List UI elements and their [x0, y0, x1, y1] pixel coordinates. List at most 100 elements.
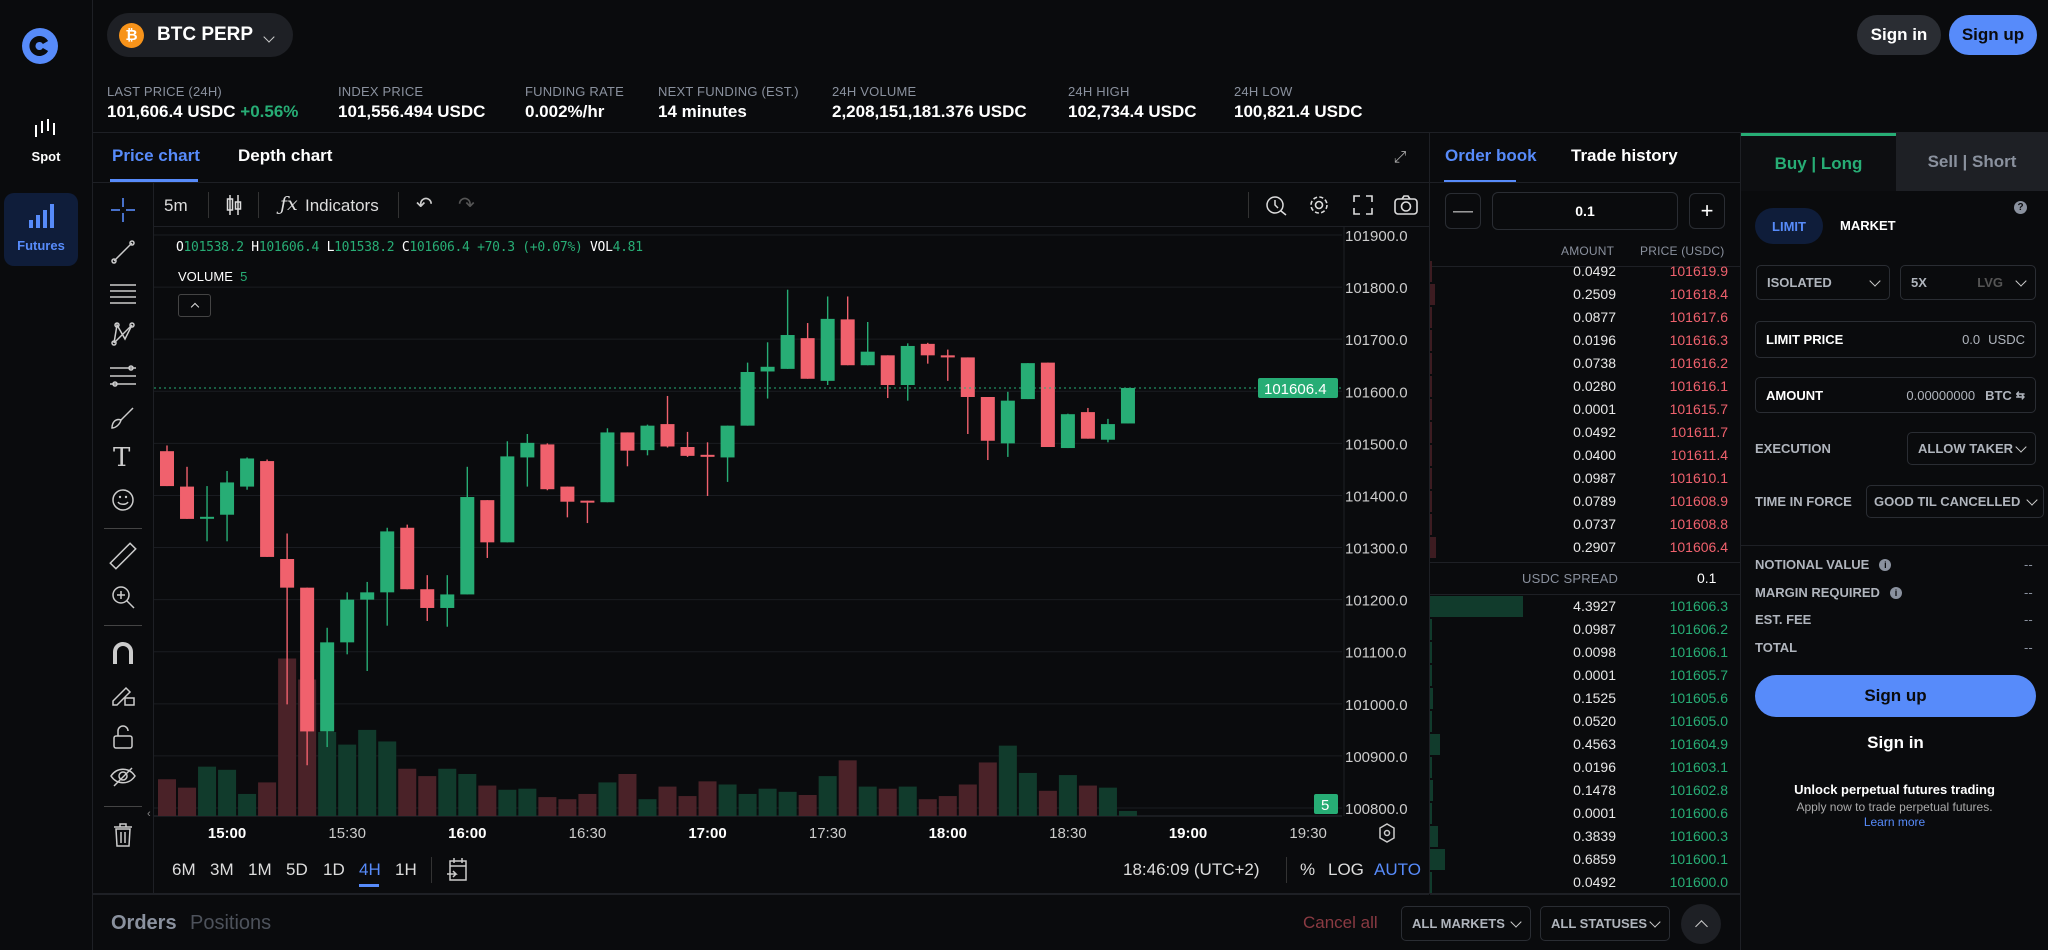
pattern-icon[interactable] — [110, 321, 136, 347]
cancel-all-button[interactable]: Cancel all — [1303, 913, 1378, 932]
indicators-button[interactable]: ƒx Indicators — [276, 192, 386, 220]
time-in-force-select[interactable]: GOOD TIL CANCELLED — [1866, 485, 2044, 518]
expand-icon[interactable]: ⤢ — [1393, 149, 1407, 166]
form-sign-up-button[interactable]: Sign up — [1755, 675, 2036, 717]
market-selector[interactable]: ₿ BTC PERP — [107, 13, 293, 57]
axis-settings-icon[interactable] — [1376, 822, 1398, 844]
bids-row[interactable]: 0.0001 101605.7 — [1430, 664, 1740, 687]
range-6m[interactable]: 6M — [172, 860, 196, 879]
camera-icon[interactable] — [1393, 193, 1419, 217]
candle-type-icon[interactable] — [223, 193, 245, 217]
tab-trade-history[interactable]: Trade history — [1571, 146, 1678, 165]
markets-filter[interactable]: ALL MARKETS — [1401, 906, 1531, 941]
undo-icon[interactable]: ↶ — [416, 194, 433, 216]
asks-row[interactable]: 0.0737 101608.8 — [1430, 513, 1740, 536]
tab-positions[interactable]: Positions — [190, 912, 272, 934]
asks-row[interactable]: 0.0789 101608.9 — [1430, 490, 1740, 513]
learn-more-link[interactable]: Learn more — [1863, 815, 1926, 829]
market-order-tab[interactable]: MARKET — [1840, 218, 1896, 233]
asks-row[interactable]: 0.0400 101611.4 — [1430, 444, 1740, 467]
bids-row[interactable]: 0.0001 101600.6 — [1430, 802, 1740, 825]
bids-row[interactable]: 0.0196 101603.1 — [1430, 756, 1740, 779]
fib-retracement-icon[interactable] — [110, 363, 136, 389]
sign-in-button[interactable]: Sign in — [1857, 15, 1941, 55]
collapse-toolbar-icon[interactable]: ‹ — [147, 808, 151, 820]
replay-icon[interactable] — [1264, 193, 1288, 217]
form-sign-in-link[interactable]: Sign in — [1867, 733, 1924, 752]
info-icon[interactable]: i — [1879, 558, 1892, 571]
asks-row[interactable]: 0.0196 101616.3 — [1430, 329, 1740, 352]
unlock-icon[interactable] — [110, 724, 136, 750]
asks-row[interactable]: 0.0987 101610.1 — [1430, 467, 1740, 490]
nav-futures[interactable]: Futures — [4, 193, 78, 266]
text-tool-icon[interactable]: T — [113, 443, 131, 473]
help-icon[interactable]: ? — [2014, 201, 2027, 214]
settings-gear-icon[interactable] — [1307, 193, 1331, 217]
asks-row[interactable]: 0.2509 101618.4 — [1430, 283, 1740, 306]
range-1m[interactable]: 1M — [248, 860, 272, 879]
asks-row[interactable]: 0.0877 101617.6 — [1430, 306, 1740, 329]
margin-mode-select[interactable]: ISOLATED — [1756, 265, 1890, 300]
status-filter[interactable]: ALL STATUSES — [1540, 906, 1670, 941]
asks-row[interactable]: 0.0492 101611.7 — [1430, 421, 1740, 444]
percent-scale-toggle[interactable]: % — [1300, 860, 1316, 879]
leverage-select[interactable]: 5X LVG — [1900, 265, 2036, 300]
step-size-display[interactable]: 0.1 — [1492, 192, 1678, 230]
bids-row[interactable]: 0.1478 101602.8 — [1430, 779, 1740, 802]
fullscreen-icon[interactable] — [1351, 193, 1375, 217]
range-3m[interactable]: 3M — [210, 860, 234, 879]
emoji-icon[interactable] — [110, 487, 136, 513]
asks-row[interactable]: 0.0738 101616.2 — [1430, 352, 1740, 375]
bids-row[interactable]: 0.6859 101600.1 — [1430, 848, 1740, 871]
sell-short-tab[interactable]: Sell | Short — [1896, 133, 2048, 191]
range-1h[interactable]: 1H — [395, 860, 417, 879]
asks-row[interactable]: 0.0001 101615.7 — [1430, 398, 1740, 421]
asks-row[interactable]: 0.2907 101606.4 — [1430, 536, 1740, 558]
coinbase-logo-icon[interactable] — [20, 26, 60, 66]
bids-row[interactable]: 0.0520 101605.0 — [1430, 710, 1740, 733]
ruler-icon[interactable] — [109, 542, 137, 570]
info-icon[interactable]: i — [1889, 586, 1902, 599]
bids-row[interactable]: 0.0098 101606.1 — [1430, 641, 1740, 664]
trash-icon[interactable] — [110, 822, 136, 848]
sign-up-button[interactable]: Sign up — [1949, 15, 2037, 55]
tab-orders[interactable]: Orders — [111, 912, 177, 934]
buy-long-tab[interactable]: Buy | Long — [1741, 133, 1896, 191]
lock-drawings-icon[interactable] — [110, 682, 136, 708]
limit-order-tab[interactable]: LIMIT — [1755, 208, 1823, 244]
nav-spot[interactable]: Spot — [8, 112, 84, 172]
redo-icon[interactable]: ↷ — [458, 194, 475, 216]
eye-icon[interactable] — [110, 764, 136, 790]
price-chart[interactable]: 101900.0 101800.0 101700.0 101600.0 101500.0… — [154, 226, 1429, 866]
bids-row[interactable]: 0.0987 101606.2 — [1430, 618, 1740, 641]
zoom-in-icon[interactable] — [110, 584, 136, 610]
magnet-icon[interactable] — [110, 640, 136, 666]
range-1d[interactable]: 1D — [323, 860, 345, 879]
horizontal-lines-icon[interactable] — [110, 280, 136, 306]
tab-depth-chart[interactable]: Depth chart — [238, 146, 333, 165]
log-scale-toggle[interactable]: LOG — [1328, 860, 1364, 879]
auto-scale-toggle[interactable]: AUTO — [1374, 860, 1421, 879]
range-5d[interactable]: 5D — [286, 860, 308, 879]
asks-row[interactable]: 0.0280 101616.1 — [1430, 375, 1740, 398]
bids-row[interactable]: 0.1525 101605.6 — [1430, 687, 1740, 710]
bids-row[interactable]: 0.4563 101604.9 — [1430, 733, 1740, 756]
decrease-step-button[interactable]: — — [1445, 193, 1481, 229]
limit-price-input[interactable]: LIMIT PRICE 0.0 USDC — [1755, 321, 2036, 358]
increase-step-button[interactable]: + — [1689, 193, 1725, 229]
collapse-legend-button[interactable] — [178, 294, 211, 317]
interval-selector[interactable]: 5m — [164, 196, 188, 215]
expand-panel-button[interactable] — [1681, 904, 1721, 944]
trend-line-icon[interactable] — [110, 239, 136, 265]
execution-select[interactable]: ALLOW TAKER — [1907, 432, 2036, 465]
tab-price-chart[interactable]: Price chart — [112, 146, 200, 165]
bids-row[interactable]: 0.0492 101600.0 — [1430, 871, 1740, 893]
go-to-date-icon[interactable] — [446, 857, 468, 883]
tab-order-book[interactable]: Order book — [1445, 146, 1537, 165]
asks-row[interactable]: 0.0492 101619.9 — [1430, 260, 1740, 283]
brush-icon[interactable] — [110, 405, 136, 431]
bids-row[interactable]: 0.3839 101600.3 — [1430, 825, 1740, 848]
swap-unit-icon[interactable]: ⇆ — [2015, 389, 2025, 402]
range-4h[interactable]: 4H — [359, 860, 381, 879]
bids-row[interactable]: 4.3927 101606.3 — [1430, 595, 1740, 618]
